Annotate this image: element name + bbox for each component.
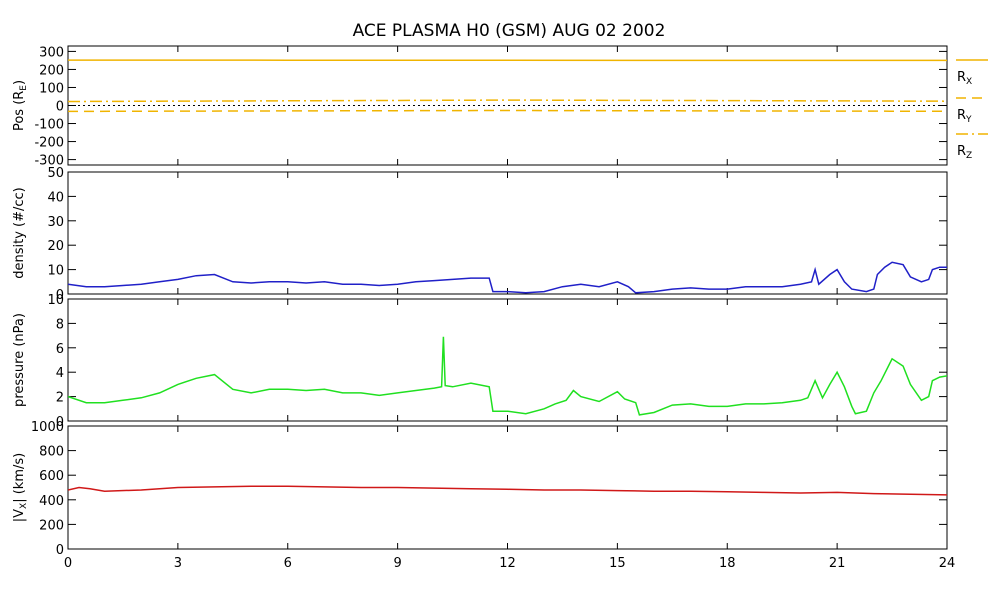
- series-line-pressure-0: [68, 336, 947, 416]
- y-tick-label: 200: [39, 518, 64, 533]
- panel-pos: -300 -200 -100 0 100 200 300 Pos (RE): [12, 45, 948, 169]
- series-line-pos-1: [68, 109, 947, 113]
- y-tick-label: 10: [47, 264, 64, 279]
- y-tick-label: 400: [39, 494, 64, 509]
- y-tick-label: 20: [47, 239, 64, 254]
- panel-frame: [67, 298, 948, 422]
- chart-title: ACE PLASMA H0 (GSM) AUG 02 2002: [353, 21, 666, 41]
- y-tick-label: 600: [39, 469, 64, 484]
- legend-label-2: RZ: [957, 144, 972, 161]
- y-axis-label: pressure (nPa): [12, 313, 27, 407]
- y-tick-label: 50: [47, 166, 64, 181]
- y-axis-label: Pos (RE): [12, 80, 29, 131]
- y-tick-label: 100: [39, 81, 64, 96]
- series-line-density-0: [68, 261, 947, 294]
- x-tick-label: 18: [719, 556, 736, 571]
- y-tick-label: -200: [34, 136, 64, 151]
- y-tick-label: 30: [47, 215, 64, 230]
- x-tick-label: 3: [174, 556, 182, 571]
- series-line-vx-0: [68, 485, 947, 496]
- y-tick-label: 1000: [31, 420, 64, 435]
- y-tick-label: 6: [56, 342, 64, 357]
- x-tick-label: 15: [609, 556, 626, 571]
- y-tick-label: -300: [34, 154, 64, 169]
- y-tick-label: 0: [56, 100, 64, 115]
- y-tick-label: 200: [39, 63, 64, 78]
- legend: RX RY RZ: [956, 59, 988, 161]
- y-tick-label: 0: [56, 543, 64, 558]
- x-tick-label: 6: [284, 556, 292, 571]
- y-tick-label: 4: [56, 366, 64, 381]
- y-axis-label: |VX| (km/s): [12, 453, 29, 522]
- y-tick-label: 10: [47, 293, 64, 308]
- panel-pressure: 0 2 4 6 8 10 pressure (nPa): [12, 293, 948, 430]
- y-tick-label: 800: [39, 445, 64, 460]
- y-tick-label: 2: [56, 391, 64, 406]
- y-tick-label: 0: [56, 415, 64, 430]
- legend-label-1: RY: [957, 108, 972, 125]
- x-tick-label: 0: [64, 556, 72, 571]
- panel-vx: 0 200 400 600 800 1000 |VX| (km/s): [12, 420, 948, 558]
- x-tick-label: 21: [829, 556, 846, 571]
- x-tick-label: 24: [939, 556, 956, 571]
- series-line-pos-2: [68, 99, 947, 103]
- y-axis-label: density (#/cc): [12, 187, 27, 279]
- panel-density: 0 10 20 30 40 50 density (#/cc): [12, 166, 948, 303]
- y-tick-label: 40: [47, 190, 64, 205]
- y-tick-label: 0: [56, 288, 64, 303]
- y-tick-label: 300: [39, 45, 64, 60]
- y-tick-label: 8: [56, 317, 64, 332]
- x-tick-label: 12: [499, 556, 516, 571]
- legend-label-0: RX: [957, 70, 972, 87]
- x-tick-label: 9: [393, 556, 401, 571]
- x-axis: 0 3 6 9 12 15 18 21 24: [64, 556, 955, 571]
- y-tick-label: -100: [34, 118, 64, 133]
